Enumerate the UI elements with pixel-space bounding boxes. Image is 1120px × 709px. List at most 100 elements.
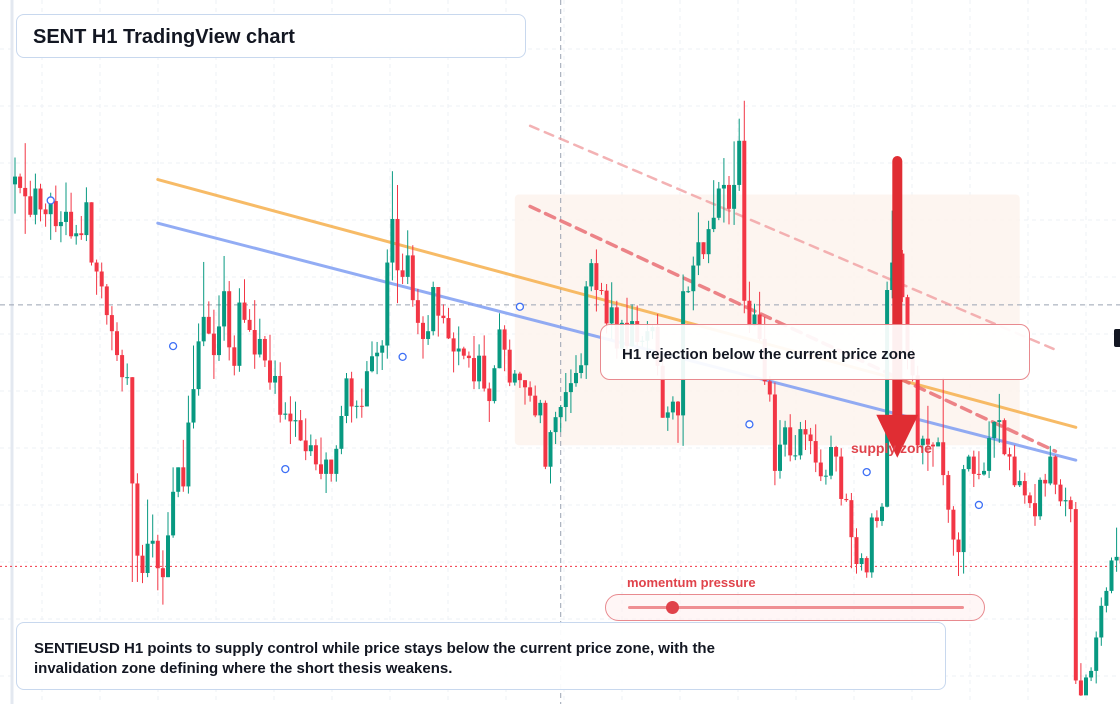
candle-body xyxy=(549,432,553,467)
candle xyxy=(319,437,323,479)
candle-body xyxy=(574,373,578,383)
candle-body xyxy=(462,349,466,356)
candle xyxy=(1115,528,1119,572)
candle-body xyxy=(176,467,180,491)
candle-body xyxy=(100,272,104,287)
candle xyxy=(192,346,196,429)
candle-body xyxy=(243,303,247,320)
candle-body xyxy=(95,263,99,272)
candle-body xyxy=(452,338,456,351)
candle xyxy=(1110,557,1114,593)
candle xyxy=(283,402,287,419)
candle-body xyxy=(849,500,853,537)
candle xyxy=(334,445,338,481)
candle-body xyxy=(69,212,73,236)
candle xyxy=(865,556,869,577)
candle xyxy=(273,360,277,393)
candle xyxy=(176,467,180,497)
candle-body xyxy=(263,339,267,360)
candle-body xyxy=(941,442,945,475)
candle-body xyxy=(528,387,532,395)
candle xyxy=(589,259,593,291)
candle xyxy=(207,301,211,334)
candle-body xyxy=(350,378,354,406)
candle-body xyxy=(33,189,37,215)
candle-body xyxy=(278,376,282,415)
candle xyxy=(431,282,435,336)
candle xyxy=(1038,477,1042,519)
candle xyxy=(385,249,389,358)
candle-body xyxy=(1033,503,1037,516)
candle-body xyxy=(732,185,736,209)
candle-body xyxy=(594,263,598,290)
candle-body xyxy=(441,316,445,318)
candle-body xyxy=(115,331,119,355)
candle-body xyxy=(946,475,950,510)
candle-body xyxy=(125,377,129,378)
candle xyxy=(482,335,486,391)
candle-body xyxy=(212,334,216,355)
candle xyxy=(849,493,853,568)
candle xyxy=(1079,663,1083,696)
candle xyxy=(360,389,364,418)
candle xyxy=(951,506,955,556)
candle xyxy=(141,545,145,583)
candle-body xyxy=(421,323,425,339)
candle-body xyxy=(431,287,435,331)
candle-body xyxy=(696,242,700,265)
candle xyxy=(416,289,420,334)
candle xyxy=(212,310,216,379)
candle xyxy=(1008,448,1012,471)
supply-zone-layer xyxy=(515,194,1020,445)
momentum-knob[interactable] xyxy=(666,601,679,614)
candle-body xyxy=(798,429,802,455)
candle-body xyxy=(1069,500,1073,509)
candle xyxy=(243,279,247,323)
candle-body xyxy=(518,374,522,381)
candle xyxy=(248,309,252,332)
candle xyxy=(253,300,257,369)
candle xyxy=(885,282,889,508)
candle xyxy=(278,362,282,422)
candle-body xyxy=(1104,591,1108,606)
candle-body xyxy=(294,420,298,421)
candle-body xyxy=(217,326,221,355)
candle-body xyxy=(426,331,430,339)
candle-body xyxy=(564,392,568,407)
candle-body xyxy=(110,315,114,331)
candle-body xyxy=(314,445,318,464)
candle xyxy=(1013,445,1017,487)
candle-body xyxy=(156,541,160,568)
candle-body xyxy=(304,440,308,451)
candle-body xyxy=(997,420,1001,422)
candle-body xyxy=(778,445,782,471)
candle xyxy=(426,315,430,345)
candle xyxy=(380,340,384,370)
candle xyxy=(977,451,981,479)
candle-body xyxy=(375,353,379,357)
candle xyxy=(13,157,17,213)
candle-body xyxy=(411,255,415,300)
candle xyxy=(1033,484,1037,526)
candle-body xyxy=(90,202,94,262)
candle xyxy=(860,553,864,570)
candle-body xyxy=(824,476,828,477)
candle-body xyxy=(186,423,190,487)
candle xyxy=(967,455,971,472)
candle-body xyxy=(401,270,405,277)
candle-body xyxy=(742,141,746,301)
candle xyxy=(44,203,48,226)
candle-body xyxy=(916,375,920,445)
candle xyxy=(487,383,491,422)
signal-marker xyxy=(863,469,870,476)
candle xyxy=(492,365,496,403)
candle-body xyxy=(671,402,675,413)
candle xyxy=(1074,502,1078,684)
candle xyxy=(508,340,512,387)
candle-body xyxy=(447,318,451,338)
candle-body xyxy=(44,209,48,214)
candle xyxy=(870,513,874,577)
candle-body xyxy=(1038,480,1042,516)
momentum-slider[interactable] xyxy=(605,594,985,621)
